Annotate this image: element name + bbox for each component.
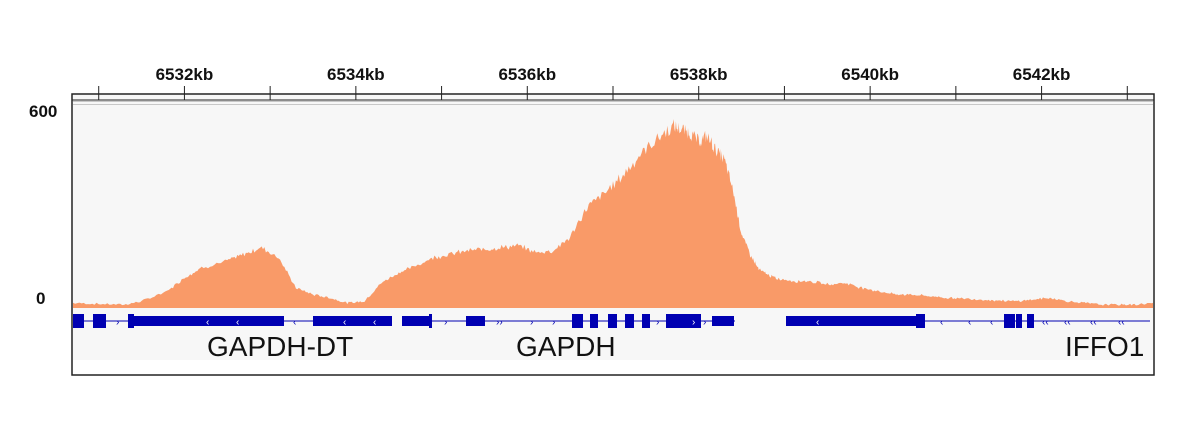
gene-exon — [1016, 314, 1022, 328]
gene-exon — [134, 316, 284, 326]
gene-exon — [466, 316, 485, 326]
y-max-label: 600 — [29, 102, 57, 121]
strand-arrow: ‹ — [816, 317, 819, 328]
coverage-area-series — [73, 119, 1153, 308]
strand-arrow: ‹ — [990, 317, 993, 328]
gene-exon — [429, 314, 432, 328]
ruler-tick-label: 6532kb — [156, 65, 214, 84]
gene-exon — [93, 314, 106, 328]
strand-arrow: › — [530, 317, 533, 328]
strand-arrow: › — [444, 317, 447, 328]
gene-exon — [916, 314, 925, 328]
gene-exon — [608, 314, 617, 328]
gene-exon — [666, 314, 701, 328]
ruler-tick-labels: 6532kb 6534kb 6536kb 6538kb 6540kb 6542kb — [156, 65, 1071, 84]
strand-arrow: ‹ — [206, 317, 209, 328]
strand-arrow: › — [692, 317, 695, 328]
strand-arrow: › — [552, 317, 555, 328]
y-min-label: 0 — [36, 289, 45, 308]
gene-exon — [73, 314, 84, 328]
gene-exon — [1027, 314, 1034, 328]
ruler-ticks — [98, 86, 1128, 100]
gene-model-gapdh-dt: › ‹ ‹ ‹ ‹ ‹ — [73, 314, 392, 328]
gene-exon — [590, 314, 598, 328]
strand-arrow: ‹‹ — [1118, 317, 1125, 328]
ruler-tick-label: 6542kb — [1013, 65, 1071, 84]
gene-exon — [402, 316, 430, 326]
gene-exon — [1004, 314, 1015, 328]
strand-arrow: › — [116, 317, 119, 328]
gene-exon — [625, 314, 634, 328]
gene-model-gapdh: › ›› › › › › › — [402, 314, 735, 328]
strand-arrow: ‹ — [373, 317, 376, 328]
strand-arrow: ‹ — [940, 317, 943, 328]
gene-exon — [642, 314, 650, 328]
gene-exon — [712, 316, 734, 326]
gene-track: › ‹ ‹ ‹ ‹ ‹ › ›› › › › › › — [73, 314, 1150, 328]
ruler-tick-label: 6536kb — [498, 65, 556, 84]
strand-arrow: ‹‹ — [1042, 317, 1049, 328]
gene-exon — [128, 314, 134, 328]
strand-arrow: ‹ — [293, 317, 296, 328]
gene-exon — [572, 314, 583, 328]
gene-model-iffo1: ‹ ‹ ‹ ‹ ‹‹ ‹‹ ‹‹ ‹‹ — [786, 314, 1150, 328]
strand-arrow: ‹‹ — [1064, 317, 1071, 328]
gene-label-gapdh: GAPDH — [516, 331, 616, 362]
strand-arrow: › — [656, 317, 659, 328]
gene-label-gapdh-dt: GAPDH-DT — [207, 331, 353, 362]
strand-arrow: ‹‹ — [1090, 317, 1097, 328]
ruler-tick-label: 6534kb — [327, 65, 385, 84]
gene-label-iffo1: IFFO1 — [1065, 331, 1144, 362]
gene-exon — [786, 316, 916, 326]
ruler-tick-label: 6540kb — [841, 65, 899, 84]
strand-arrow: › — [703, 317, 706, 328]
ruler-tick-label: 6538kb — [670, 65, 728, 84]
strand-arrow: ‹ — [343, 317, 346, 328]
strand-arrow: ‹ — [968, 317, 971, 328]
strand-arrow: ‹ — [236, 317, 239, 328]
strand-arrow: ›› — [496, 317, 503, 328]
gene-exon — [313, 316, 392, 326]
